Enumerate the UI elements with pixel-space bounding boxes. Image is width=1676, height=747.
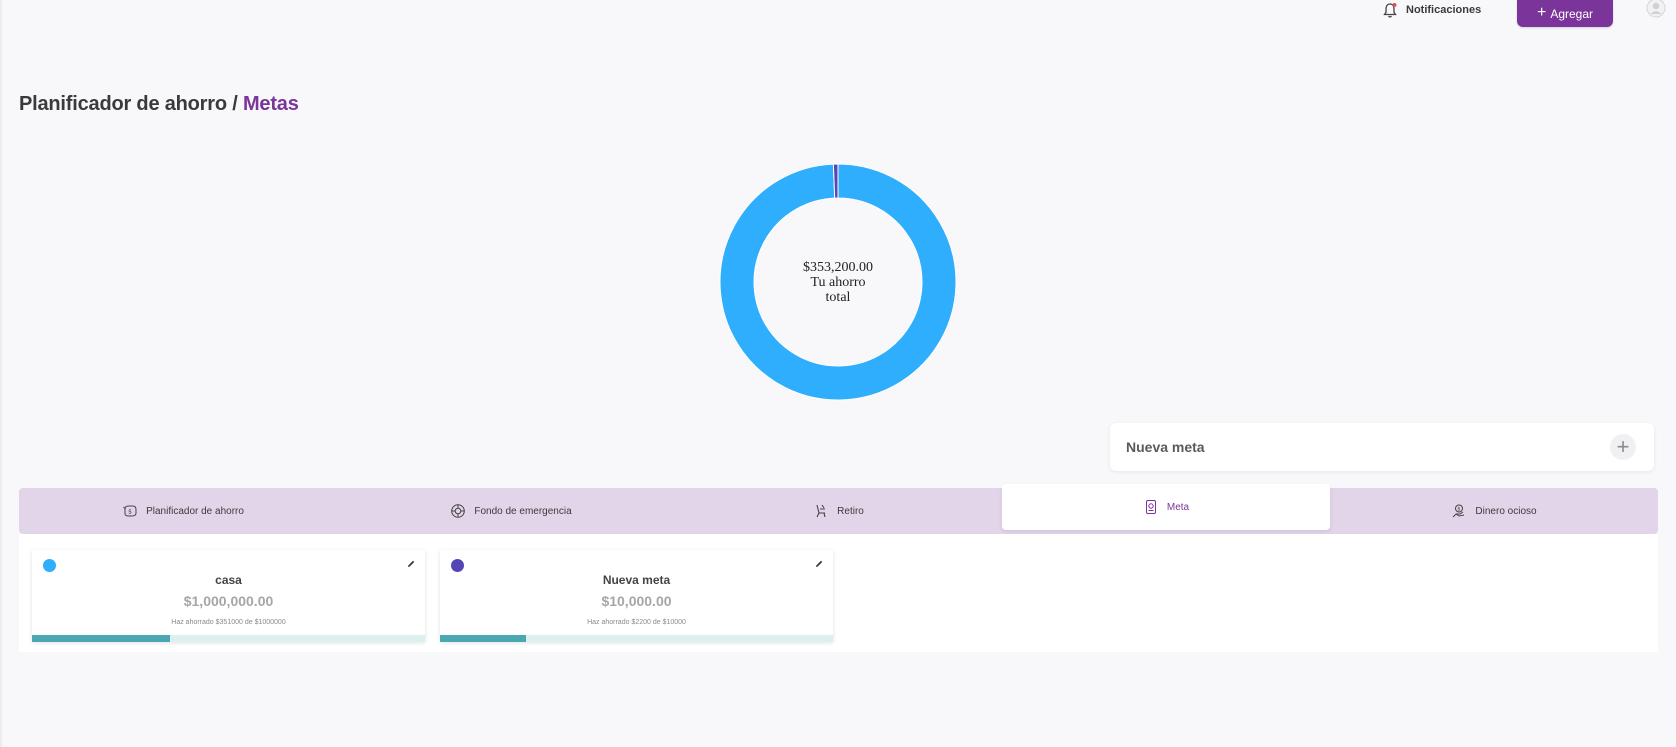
goal-color-dot [43, 559, 56, 572]
donut-slice-casa[interactable] [719, 163, 957, 401]
breadcrumb-current: Metas [242, 93, 299, 115]
beach-chair-icon [816, 504, 826, 518]
page-title: Planificador de ahorro / Metas [19, 93, 299, 116]
goal-name: Nueva meta [602, 573, 671, 587]
tab-label: Planificador de ahorro [146, 505, 244, 517]
tab-label: Retiro [837, 505, 864, 517]
tab-meta[interactable]: Meta [1002, 484, 1330, 530]
notifications-button[interactable]: Notificaciones [1382, 1, 1481, 19]
lifebuoy-icon [451, 504, 466, 518]
goal-color-dot [451, 559, 464, 572]
tab-dinero-ocioso[interactable]: $ Dinero ocioso [1330, 488, 1658, 534]
new-goal-label: Nueva meta [1126, 439, 1205, 455]
tab-planificador-de-ahorro[interactable]: $ Planificador de ahorro [19, 488, 347, 534]
goal-saved-text: Haz ahorrado $351000 de $1000000 [171, 619, 286, 626]
piggy-bank-icon: $ [123, 505, 137, 517]
document-goal-icon [1145, 500, 1156, 514]
donut-center-label: $353,200.00 Tu ahorro total [718, 162, 958, 402]
goal-progress-fill [32, 635, 170, 642]
goal-progress-bar [32, 635, 425, 642]
total-savings-caption: Tu ahorro total [810, 274, 866, 305]
goal-amount: $1,000,000.00 [183, 593, 274, 609]
pencil-icon[interactable] [814, 559, 824, 569]
goal-progress-bar [440, 635, 833, 642]
breadcrumb-parent: Planificador de ahorro / [19, 93, 238, 115]
tab-label: Dinero ocioso [1475, 505, 1537, 517]
plus-icon: + [1536, 3, 1547, 21]
svg-text:$: $ [128, 509, 132, 516]
tab-label: Fondo de emergencia [474, 505, 572, 517]
goal-card-nueva-meta[interactable]: Nueva meta $10,000.00 Haz ahorrado $2200… [440, 550, 833, 642]
window-edge [0, 0, 2, 747]
goal-name: casa [215, 573, 242, 587]
tab-retiro[interactable]: Retiro [675, 488, 1002, 534]
tab-label: Meta [1166, 501, 1190, 513]
bell-icon [1383, 2, 1397, 18]
money-hand-icon: $ [1453, 504, 1465, 518]
add-button-label: Agregar [1550, 6, 1594, 21]
goal-amount: $10,000.00 [601, 593, 672, 609]
plus-icon[interactable]: + [1610, 434, 1636, 460]
add-button[interactable]: + Agregar [1517, 0, 1613, 27]
goal-card-casa[interactable]: casa $1,000,000.00 Haz ahorrado $351000 … [32, 550, 425, 642]
savings-tabs: $ Planificador de ahorro Fondo de emerge… [19, 484, 1658, 534]
pencil-icon[interactable] [406, 559, 416, 569]
goal-progress-fill [440, 635, 527, 642]
goal-saved-text: Haz ahorrado $2200 de $10000 [587, 619, 686, 626]
new-goal-card[interactable]: Nueva meta + [1110, 423, 1654, 471]
total-savings-amount: $353,200.00 [803, 259, 873, 275]
donut-svg [719, 163, 957, 401]
svg-text:$: $ [1458, 507, 1461, 513]
notifications-label: Notificaciones [1406, 4, 1482, 16]
user-avatar-icon[interactable] [1646, 0, 1666, 18]
savings-donut-chart: $353,200.00 Tu ahorro total [718, 162, 958, 402]
donut-slice-nueva-meta[interactable] [832, 163, 839, 199]
tab-fondo-de-emergencia[interactable]: Fondo de emergencia [347, 488, 675, 534]
